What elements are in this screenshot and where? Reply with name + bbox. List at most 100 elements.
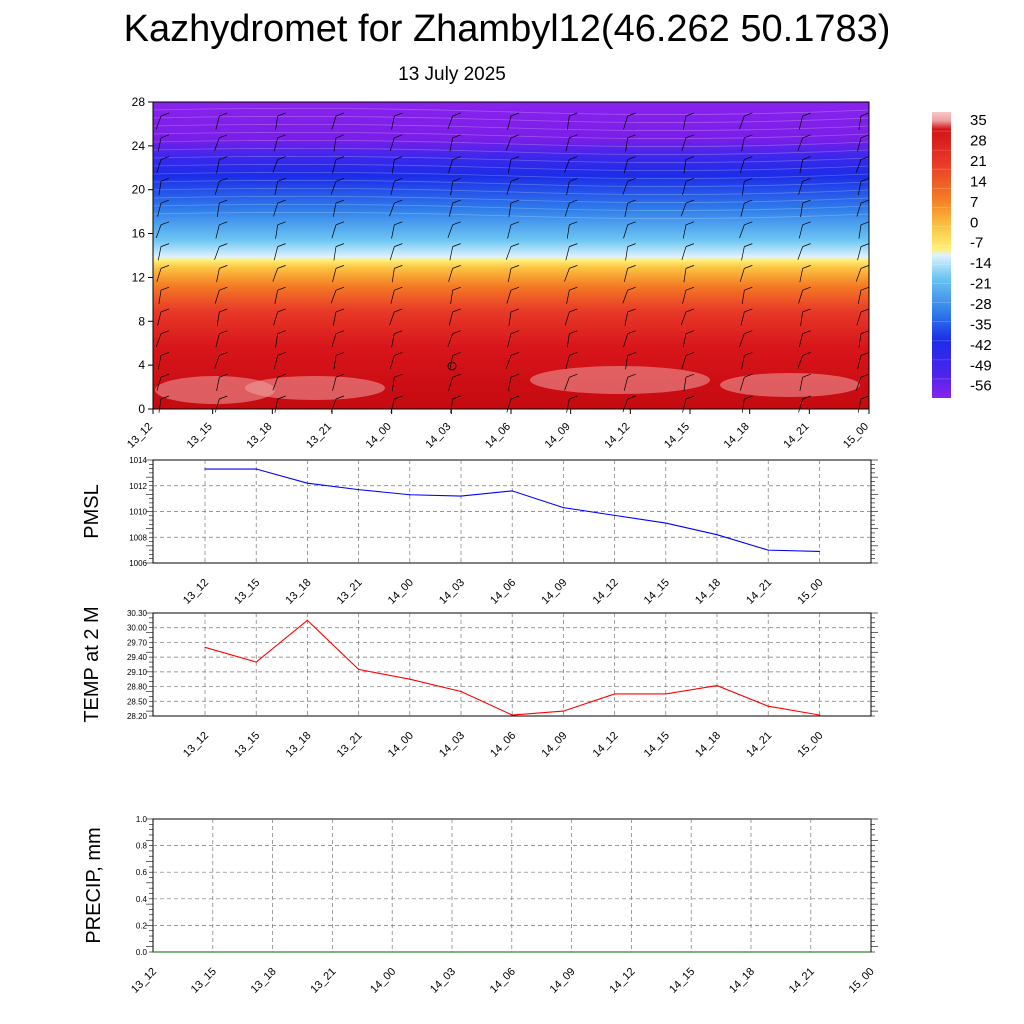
wind-barb-flag [685, 286, 695, 291]
wind-barb-flag [160, 156, 170, 160]
data-point [716, 684, 718, 687]
x-tick-label: 13_18 [283, 730, 313, 760]
wind-barb-flag [744, 373, 753, 378]
wind-barb-flag [510, 265, 520, 269]
wind-barb [681, 355, 687, 369]
x-tick-label: 14_12 [591, 730, 621, 760]
wind-barb-flag [685, 134, 695, 139]
wind-barb-flag [394, 221, 403, 226]
wind-barb [447, 115, 453, 130]
wind-barb-flag [685, 156, 695, 160]
data-point [665, 522, 667, 524]
wind-barb-flag [685, 330, 695, 335]
wind-barb-flag [219, 373, 228, 378]
wind-barb [155, 224, 162, 239]
wind-barb-flag [569, 199, 578, 204]
wind-barb-flag [860, 243, 870, 247]
x-tick-label: 14_00 [386, 730, 416, 760]
wind-barb-flag [277, 330, 286, 335]
data-point [716, 534, 718, 536]
wind-barb [448, 377, 454, 391]
x-tick-label: 13_21 [335, 577, 365, 607]
wind-barb [214, 398, 220, 413]
wind-barb-flag [569, 221, 578, 226]
wind-barb [566, 398, 570, 413]
wind-barb-flag [510, 177, 520, 182]
x-tick-label: 14_12 [607, 966, 637, 996]
wind-barb-flag [510, 286, 520, 291]
wind-barb [855, 268, 862, 282]
wind-barb [272, 377, 278, 391]
wind-barb-flag [219, 308, 228, 313]
wind-barb-flag [394, 243, 403, 247]
wind-barb [330, 290, 337, 304]
data-point [511, 714, 513, 716]
wind-barb [333, 355, 337, 370]
wind-barb-flag [219, 395, 228, 400]
x-tick-label: 14_18 [722, 421, 752, 451]
wind-barb [565, 355, 570, 370]
wind-barb [273, 355, 279, 370]
data-point [306, 619, 308, 621]
wind-barb-flag [860, 265, 870, 269]
wind-barb [448, 159, 454, 174]
wind-barb [797, 246, 803, 260]
y-tick-label: 8 [138, 314, 145, 328]
wind-barb [508, 203, 512, 217]
wind-barb-flag [335, 156, 345, 160]
wind-barb-flag [744, 352, 753, 356]
wind-barb [855, 159, 862, 173]
wind-barb-flag [510, 134, 520, 139]
colorbar-label: -49 [970, 357, 992, 374]
x-tick-label: 14_21 [787, 966, 817, 996]
x-tick-label: 13_12 [129, 966, 159, 996]
y-tick-label: 28.20 [127, 712, 148, 721]
contour-line [152, 140, 870, 147]
wind-barb [507, 159, 512, 174]
wind-barb-flag [394, 308, 403, 313]
wind-barb-flag [627, 156, 636, 160]
y-tick-label: 0.8 [136, 842, 148, 851]
wind-barb-flag [685, 352, 695, 356]
wind-barb [389, 137, 395, 152]
colorbar-label: -28 [970, 296, 992, 313]
wind-barb-flag [802, 199, 811, 204]
y-tick-label: 0.4 [136, 895, 148, 904]
y-tick-label: 0 [138, 402, 145, 416]
wind-barb [390, 290, 395, 304]
wind-barb [566, 290, 570, 304]
wind-barb [332, 203, 337, 217]
wind-barb [623, 224, 629, 239]
wind-barb-flag [685, 395, 695, 400]
wind-barb-flag [860, 286, 870, 291]
wind-barb [157, 137, 162, 152]
wind-barb [275, 224, 279, 239]
wind-barb-flag [277, 265, 286, 269]
colorbar-label: -56 [970, 378, 992, 395]
data-point [511, 490, 513, 492]
wind-barb [741, 290, 745, 305]
wind-barb [857, 246, 862, 261]
wind-barb-flag [627, 352, 636, 356]
wind-barb-flag [510, 221, 520, 226]
wind-barb-flag [394, 156, 403, 160]
x-tick-label: 14_03 [428, 966, 458, 996]
wind-barb-flag [160, 286, 170, 291]
x-tick-label: 13_12 [125, 421, 155, 451]
wind-barb-flag [452, 373, 461, 378]
wind-barb [799, 268, 804, 283]
wind-barb [740, 311, 745, 326]
wind-barb [797, 137, 803, 152]
data-point [665, 693, 667, 695]
data-point [767, 705, 769, 707]
wind-barb [566, 224, 570, 239]
x-tick-label: 14_18 [727, 966, 757, 996]
y-tick-label: 0.0 [136, 948, 148, 957]
wind-barb [797, 355, 803, 369]
x-tick-label: 14_15 [662, 421, 692, 451]
wind-barb [389, 311, 395, 326]
wind-barb [275, 115, 279, 130]
wind-barb [214, 246, 220, 260]
wind-barb-flag [569, 177, 578, 182]
